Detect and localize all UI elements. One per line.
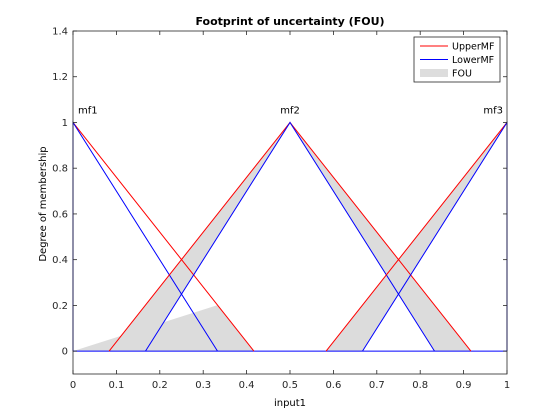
y-tick-label: 0.6 [52,209,68,220]
x-tick-label: 0 [70,380,76,391]
x-axis-label: input1 [274,398,306,409]
x-tick-label: 0.6 [325,380,341,391]
x-tick-label: 0.3 [195,380,211,391]
x-tick-label: 1 [504,380,510,391]
legend-label-uppermf: UpperMF [452,42,494,53]
legend: UpperMF LowerMF FOU [413,36,501,83]
axes: 0 0.1 0.2 0.3 0.4 0.5 0.6 0.7 0.8 0.9 1 0 0.2 0.4 0.6 0… [52,27,510,392]
x-tick-label: 0.5 [282,380,298,391]
legend-label-lowermf: LowerMF [452,55,494,66]
chart-title: Footprint of uncertainty (FOU) [195,15,384,28]
x-tick-label: 0.1 [108,380,124,391]
fou-region-mf2 [109,122,471,352]
legend-swatch-fou [420,69,448,77]
x-tick-label: 0.2 [152,380,168,391]
y-axis-label: Degree of membership [38,146,49,261]
x-tick-label: 0.7 [369,380,385,391]
x-tick-label: 0.8 [412,380,428,391]
y-tick-label: 1.4 [52,27,68,38]
plot-area: mf1 mf2 mf3 [72,31,508,374]
y-tick-label: 0 [62,347,68,358]
y-tick-label: 0.2 [52,301,68,312]
legend-label-fou: FOU [452,69,472,80]
mf-label-mf2: mf2 [280,105,300,116]
y-tick-label: 1 [62,118,68,129]
y-tick-label: 0.4 [52,255,68,266]
y-tick-label: 0.8 [52,164,68,175]
x-tick-label: 0.9 [456,380,472,391]
mf-label-mf3: mf3 [483,105,503,116]
mf-label-mf1: mf1 [78,105,98,116]
y-tick-label: 1.2 [52,72,68,83]
x-tick-label: 0.4 [239,380,255,391]
